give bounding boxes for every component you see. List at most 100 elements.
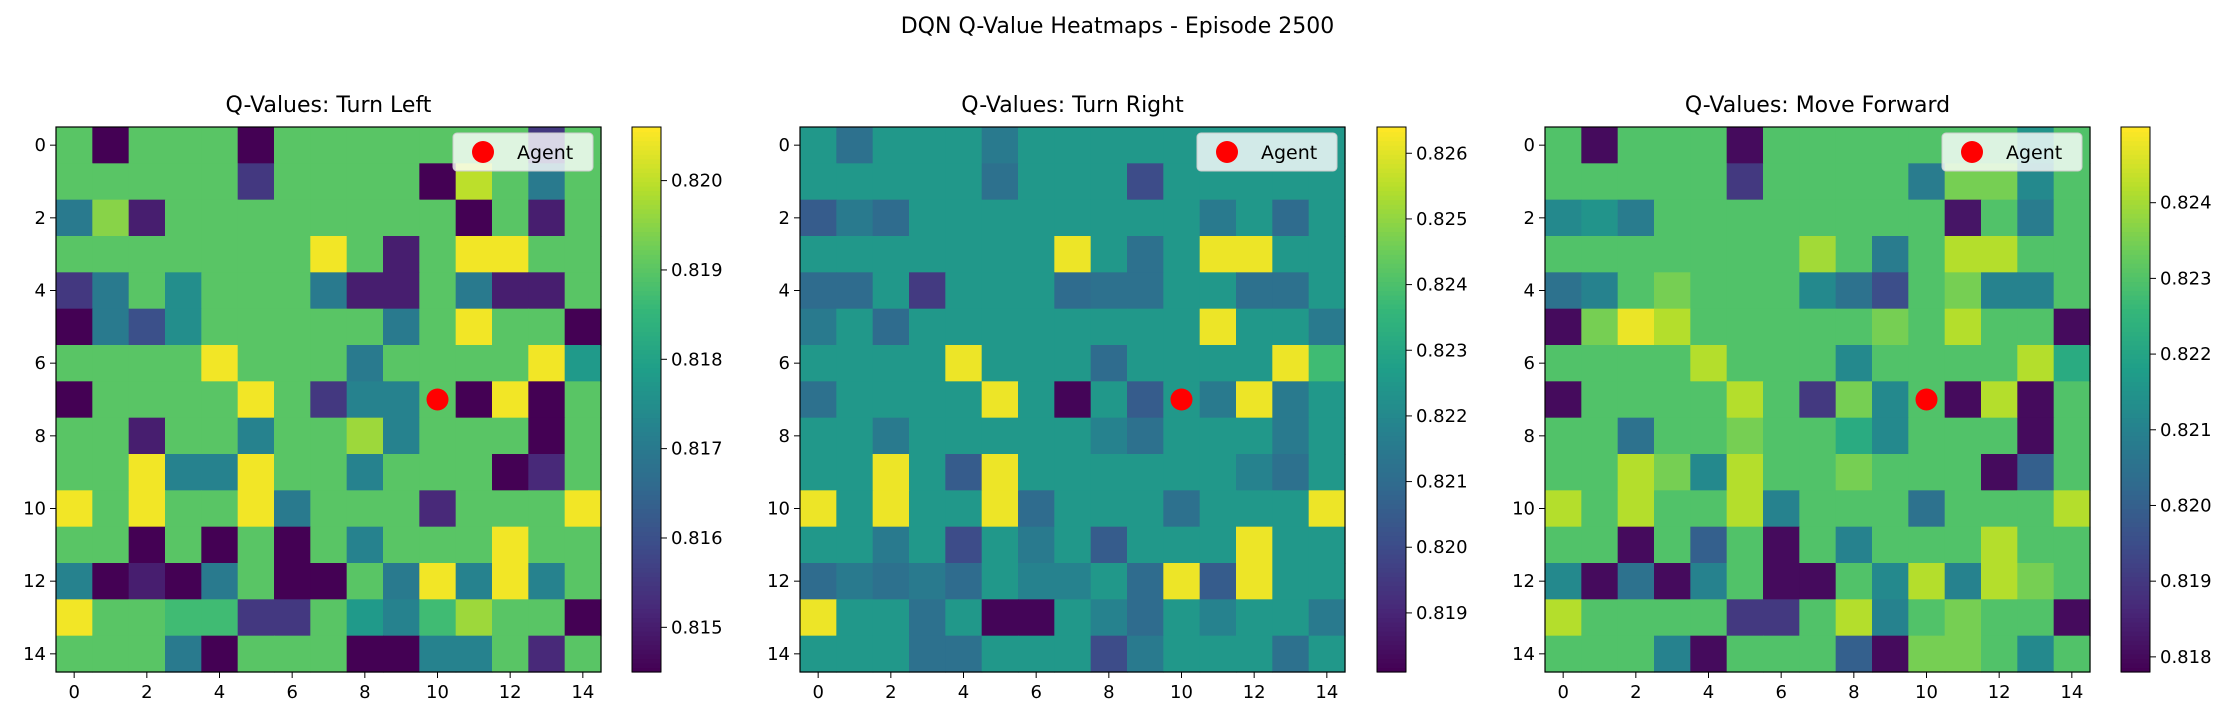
heatmap-cell [1199,454,1237,491]
heatmap-cell [1545,345,1582,382]
heatmap-cell [1908,635,1946,673]
heatmap-cell [1127,345,1164,382]
colorbar-segment [632,226,661,233]
heatmap-cell [56,236,93,273]
heatmap-cell [981,345,1019,382]
heatmap-cell [1944,236,1982,273]
colorbar-segment [632,558,661,564]
colorbar-segment [2121,181,2150,187]
colorbar-segment [2121,490,2150,496]
colorbar-segment [1377,476,1406,482]
heatmap-cell [1163,454,1201,491]
colorbar-segment [1377,290,1406,296]
heatmap-cell [1545,163,1582,201]
heatmap-cell [836,345,874,382]
colorbar-segment [2121,463,2150,469]
colorbar-segment [632,572,661,578]
heatmap-cell [1581,526,1619,564]
colorbar-segment [1377,276,1406,283]
heatmap-cell [909,272,946,310]
heatmap-cell [1944,199,1982,237]
heatmap-cell [1835,563,1873,600]
colorbar-segment [1377,231,1406,237]
heatmap-cell [1308,563,1346,600]
heatmap-cell [1199,381,1237,419]
heatmap-cell [1054,563,1092,600]
heatmap-cell [1726,635,1764,673]
colorbar-segment [2121,658,2150,664]
heatmap-cell [909,381,946,419]
subplot-title: Q-Values: Turn Left [226,93,432,118]
heatmap-cell [1617,199,1655,237]
heatmap-cell [455,199,493,237]
heatmap-cell [800,308,837,346]
colorbar-segment [632,354,661,360]
heatmap-cell [981,454,1019,491]
heatmap-cell [981,163,1019,201]
colorbar-segment [632,563,661,569]
heatmap-cell [1654,599,1691,637]
y-tick-label: 6 [779,353,790,374]
colorbar-segment [2121,172,2150,178]
x-tick-label: 12 [499,682,522,703]
heatmap-cell [92,308,130,346]
heatmap-cell [1835,381,1873,419]
heatmap-cell [128,272,166,310]
heatmap-cell [1617,417,1655,455]
heatmap-cell [455,308,493,346]
colorbar-segment [1377,331,1406,337]
heatmap-cell [1835,163,1873,201]
colorbar-segment [1377,140,1406,146]
heatmap-cell [92,454,130,491]
heatmap-cell [1799,454,1837,491]
heatmap-cell [1199,272,1237,310]
colorbar-segment [2121,476,2150,482]
x-tick-label: 14 [2060,682,2083,703]
heatmap-cell [1581,236,1619,273]
heatmap-cell [165,563,202,600]
heatmap-cell [346,563,384,600]
colorbar-segment [2121,281,2150,287]
colorbar-segment [632,640,661,646]
heatmap-cell [1308,490,1346,528]
heatmap-cell [909,563,946,600]
heatmap-cell [909,454,946,491]
heatmap-cell [201,163,239,201]
x-tick-label: 0 [1557,682,1568,703]
heatmap-cell [1872,381,1909,419]
heatmap-cell [165,454,202,491]
heatmap-cell [1617,599,1655,637]
colorbar-segment [2121,563,2150,569]
colorbar-segment [632,513,661,519]
y-tick-label: 10 [767,499,790,520]
colorbar-segment [1377,540,1406,546]
heatmap-cell [528,490,566,528]
colorbar-segment [2121,140,2150,146]
colorbar-segment [632,208,661,214]
colorbar-segment [632,463,661,469]
y-tick-label: 8 [779,426,790,447]
heatmap-cell [165,272,202,310]
heatmap-cell [1690,345,1728,382]
heatmap-cell [1581,635,1619,673]
colorbar-segment [1377,281,1406,287]
heatmap-cell [1018,454,1055,491]
colorbar-segment [2121,608,2150,614]
heatmap-cell [800,127,837,164]
heatmap-cell [310,454,348,491]
heatmap-cell [800,454,837,491]
heatmap-cell [1944,381,1982,419]
heatmap-cell [274,163,311,201]
colorbar-segment [632,222,661,228]
colorbar-segment [632,249,661,255]
heatmap-cell [346,345,384,382]
colorbar-segment [632,217,661,223]
heatmap-cell [836,490,874,528]
colorbar-segment [2121,149,2150,155]
colorbar-segment [632,290,661,296]
colorbar-tick-label: 0.822 [1416,406,1468,427]
heatmap-cell [1654,163,1691,201]
colorbar-segment [2121,372,2150,378]
heatmap-cell [800,381,837,419]
colorbar-tick-label: 0.820 [671,171,723,192]
